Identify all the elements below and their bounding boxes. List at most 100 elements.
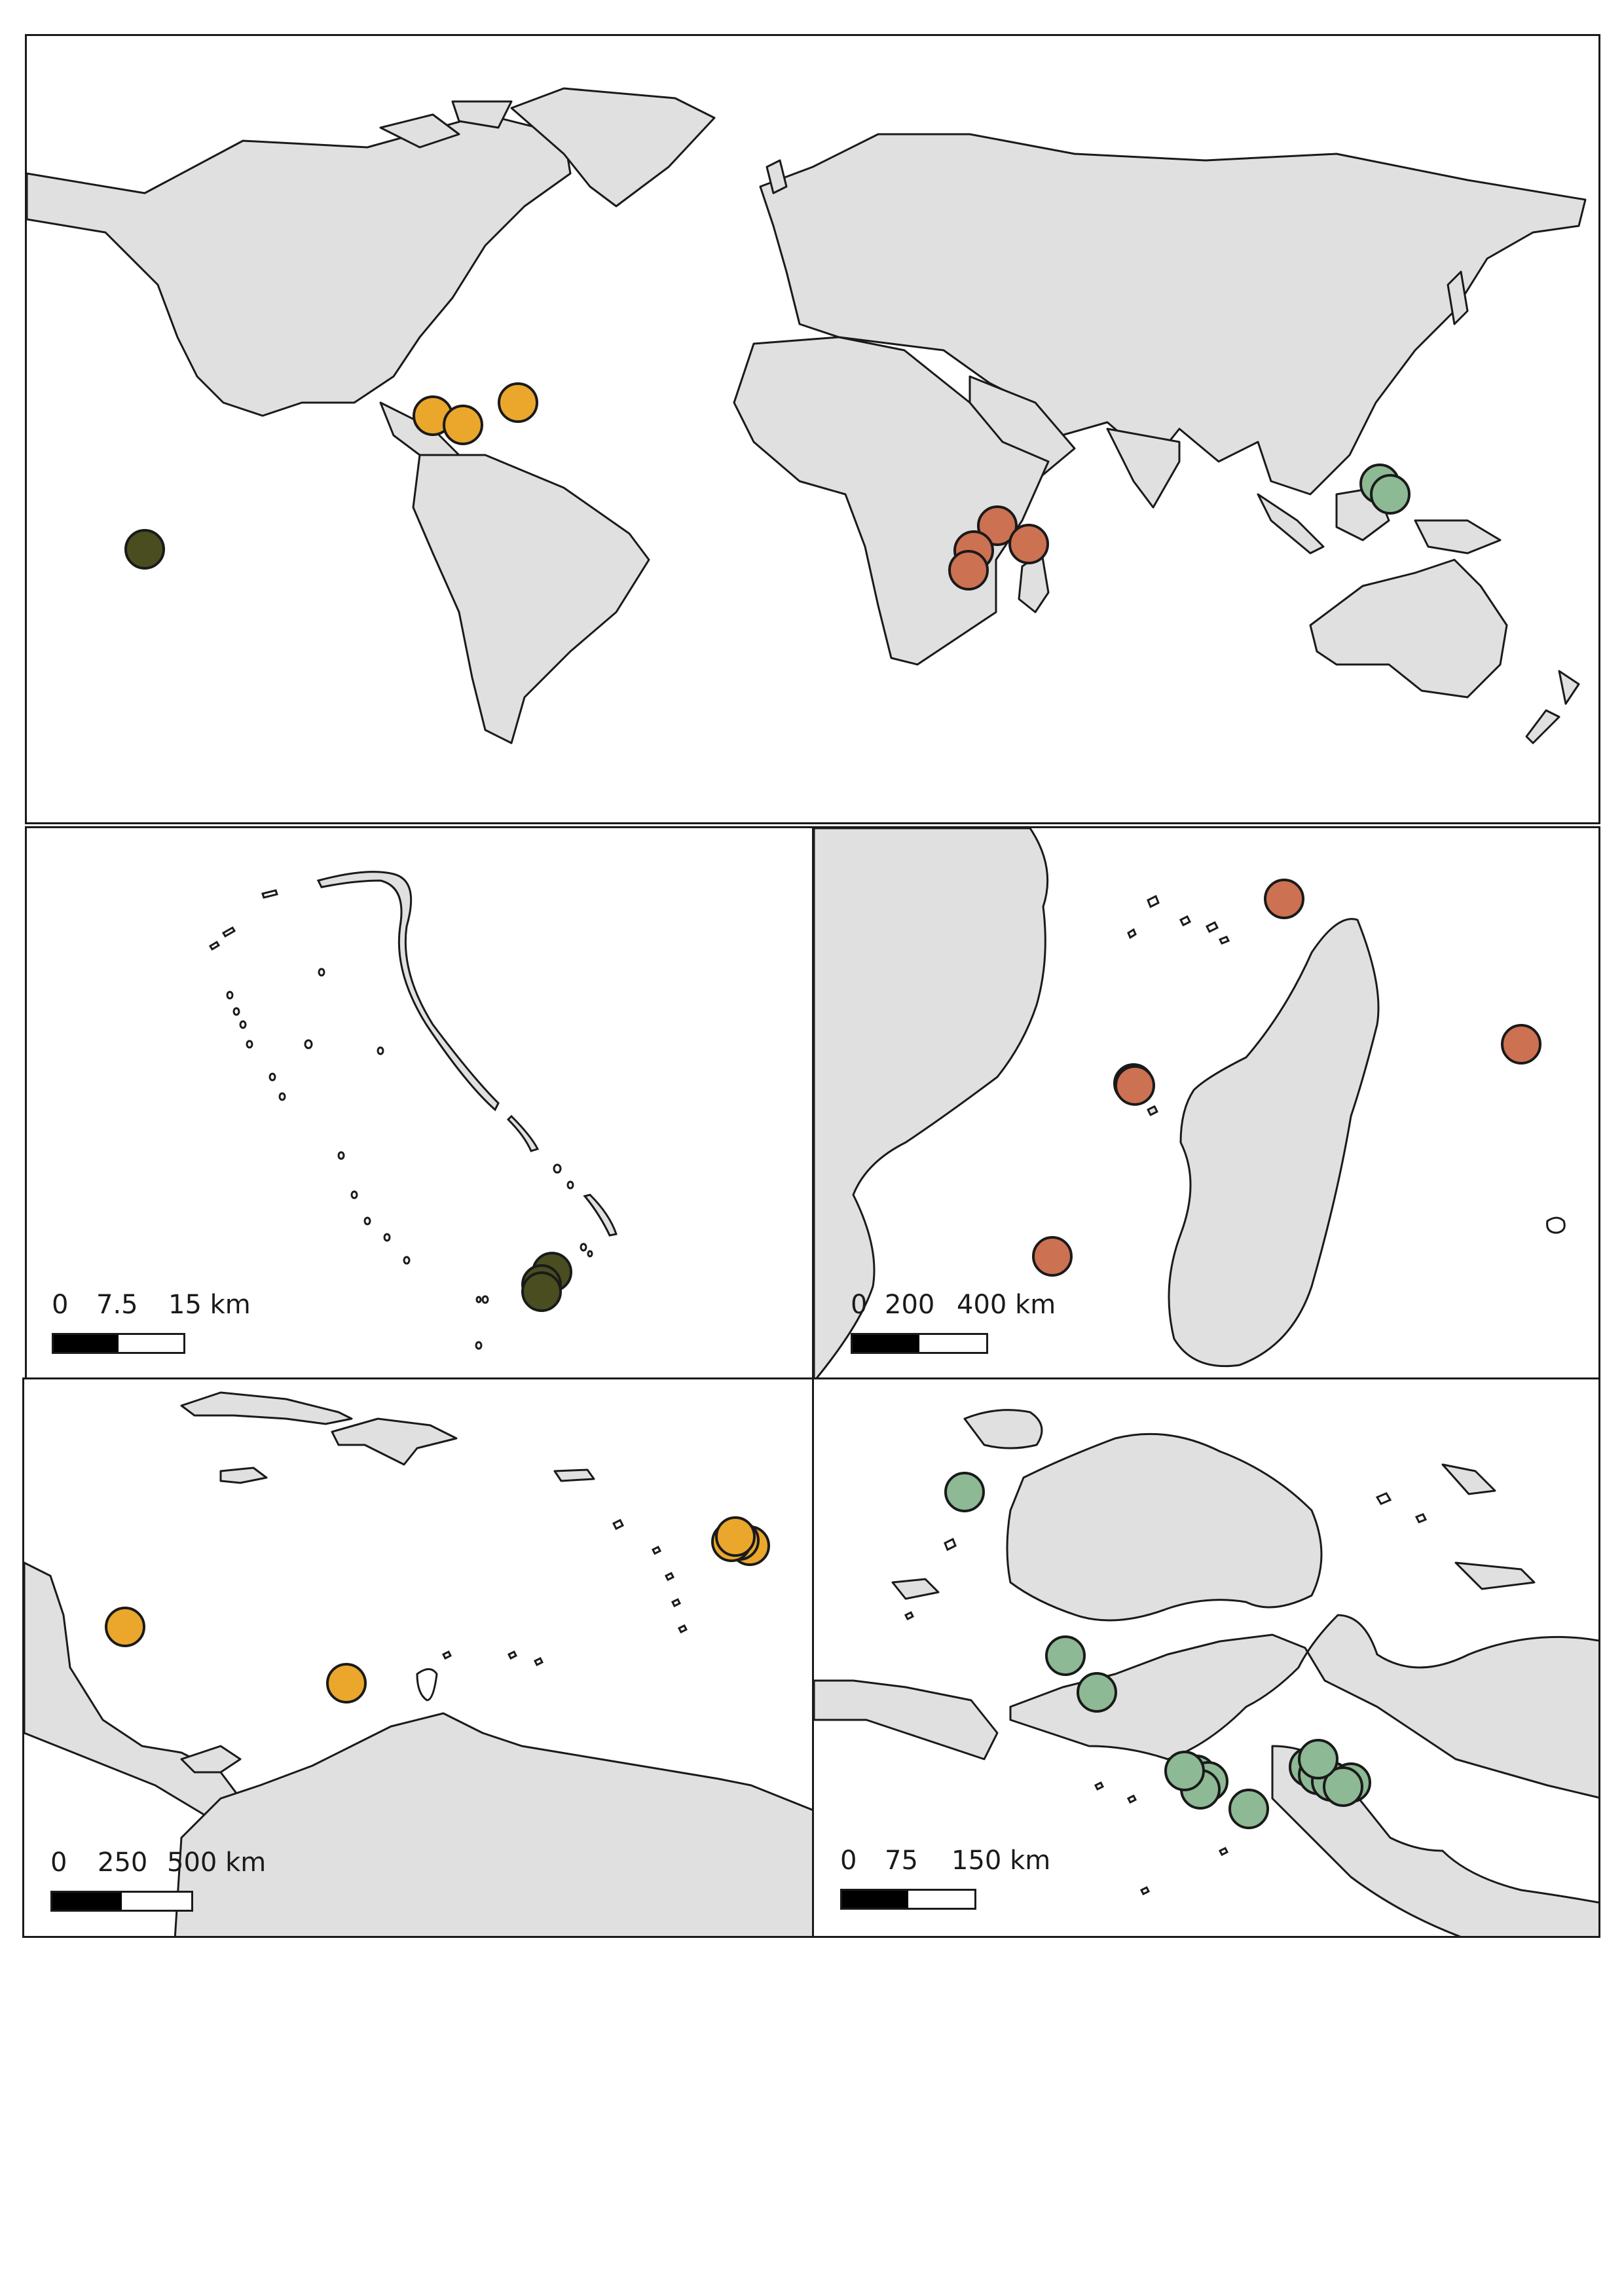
scale-bar-caribbean: 0 250 500 km (50, 1848, 267, 1920)
madagascar-land (1168, 918, 1380, 1368)
panama-land (180, 1745, 242, 1774)
indian-point (1501, 1024, 1541, 1065)
world-points (124, 382, 1411, 591)
caribbean-point (443, 405, 483, 445)
indonesia-point (1298, 1739, 1338, 1779)
scale-bar (851, 1333, 988, 1354)
scale-bar (840, 1889, 976, 1910)
island-land (963, 1409, 1043, 1449)
island-outline (1218, 936, 1230, 945)
atoll-reef-land (583, 1194, 618, 1237)
scale-bar-indian: 0 200 400 km (851, 1290, 1056, 1362)
central-america-land (24, 1561, 242, 1826)
island-outline (664, 1571, 675, 1582)
indian-ocean-map (814, 828, 1566, 1377)
island-land (1454, 1561, 1536, 1590)
caribbean-point (498, 382, 538, 423)
caribbean-point (105, 1607, 145, 1647)
indian-point (1115, 1065, 1155, 1106)
island-outline (1147, 894, 1160, 909)
new-guinea-land (1414, 519, 1502, 555)
pacific-points (521, 1252, 572, 1312)
island-outline (441, 1650, 452, 1660)
atoll-reef-land (506, 1114, 540, 1152)
pacific-atoll-map (208, 871, 618, 1350)
indian-point (1264, 879, 1304, 919)
central-island-land (1009, 1614, 1598, 1799)
island-outline (1205, 920, 1219, 934)
caribbean-panel: 0 250 500 km (22, 1377, 815, 1938)
island-outline (651, 1545, 662, 1556)
island-outline (507, 1650, 518, 1660)
caribbean-point (715, 1516, 756, 1557)
uk-land (766, 159, 788, 194)
south-america-land (174, 1712, 813, 1936)
indonesia-point (1228, 1789, 1269, 1829)
indian-points (1032, 879, 1541, 1277)
indonesia-points (944, 1472, 1371, 1829)
land-masses (27, 87, 1587, 744)
scale-label: 7.5 (96, 1290, 138, 1320)
comoros-land (1147, 1105, 1158, 1116)
scale-label: 0 (50, 1848, 67, 1878)
scale-label: 0 (840, 1846, 857, 1876)
scale-label: 75 (885, 1846, 918, 1876)
sumatra-land (1257, 493, 1325, 555)
scale-label: 500 km (167, 1848, 267, 1878)
indonesia-point (1164, 1751, 1205, 1791)
island-outline (904, 1611, 915, 1621)
indian-point (1008, 524, 1049, 564)
scale-label: 200 (885, 1290, 935, 1320)
scale-label: 250 (98, 1848, 148, 1878)
indian-point (948, 550, 989, 591)
scale-label: 0 (52, 1290, 69, 1320)
scale-bar (50, 1891, 193, 1912)
indian-point (977, 505, 1018, 546)
island-outline (1139, 1886, 1151, 1896)
eurasia-land (759, 133, 1587, 496)
island-outline (671, 1597, 682, 1608)
indian-point (1032, 1236, 1073, 1277)
caribbean-points (105, 1516, 770, 1704)
scale-label: 15 km (168, 1290, 251, 1320)
scale-label: 150 km (951, 1846, 1051, 1876)
indonesia-point (1045, 1635, 1086, 1676)
indonesia-map (814, 1409, 1598, 1936)
world-map (27, 87, 1587, 744)
pacific-point (521, 1271, 562, 1312)
scale-label: 0 (851, 1290, 868, 1320)
island-land (1441, 1463, 1496, 1495)
puerto-rico-land (553, 1468, 595, 1482)
atoll-islets (208, 889, 593, 1350)
arctic-island-land-2 (451, 100, 513, 129)
indonesia-point (1077, 1672, 1117, 1713)
island-outline (1546, 1216, 1566, 1234)
island-outline (944, 1537, 957, 1552)
island-outline (612, 1518, 625, 1531)
island-outline (1127, 928, 1137, 939)
island-outline (1179, 915, 1192, 927)
island-outline (1218, 1846, 1229, 1857)
japan-land (1447, 270, 1469, 325)
island-outline (677, 1624, 688, 1634)
south-america-land (412, 454, 650, 744)
north-america-land (27, 113, 572, 417)
cuba-land (180, 1391, 353, 1425)
africa-coast-land (814, 828, 1049, 1377)
indonesia-point (944, 1472, 985, 1512)
india-land (1106, 428, 1181, 509)
world-map-panel (25, 34, 1600, 824)
indonesia-panel: 0 75 150 km (812, 1377, 1600, 1938)
scale-bar (52, 1333, 185, 1354)
arctic-island-land (379, 113, 460, 149)
island-outline (1094, 1781, 1105, 1791)
north-island-land (1006, 1432, 1323, 1622)
atoll-reef-land (316, 871, 500, 1112)
jamaica-land (219, 1467, 268, 1484)
caribbean-map (24, 1391, 813, 1936)
west-island-land (814, 1679, 999, 1760)
new-zealand-south-land (1525, 709, 1560, 744)
hispaniola-land (331, 1417, 458, 1466)
new-zealand-land (1558, 670, 1580, 705)
island-outline (1126, 1794, 1137, 1804)
